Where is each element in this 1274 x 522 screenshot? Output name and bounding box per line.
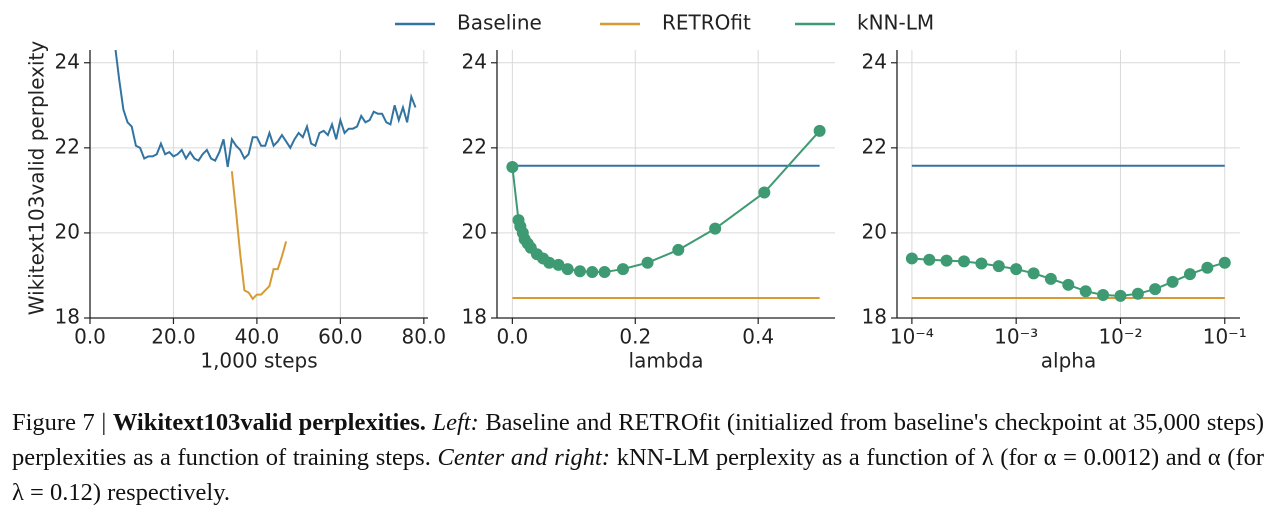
- legend-label: kNN-LM: [857, 11, 934, 35]
- data-point: [561, 263, 574, 276]
- y-tick-label: 18: [862, 305, 887, 329]
- x-tick-label: 10⁻⁴: [890, 325, 934, 349]
- data-point: [1062, 278, 1075, 291]
- subplot: 18 20 22 24 0.0 20.0 40.0 60.0 80.0 1,000 steps Wi…: [25, 41, 447, 373]
- y-tick-label: 22: [55, 134, 80, 158]
- data-point: [1183, 268, 1196, 281]
- x-tick-label: 20.0: [151, 325, 196, 349]
- y-tick-label: 18: [462, 305, 487, 329]
- y-tick-label: 18: [55, 305, 80, 329]
- caption-right-label: Center and right:: [437, 444, 611, 471]
- data-point: [1166, 275, 1179, 288]
- y-tick-label: 20: [462, 219, 487, 243]
- x-tick-label: 0.0: [74, 325, 106, 349]
- data-point: [923, 253, 936, 266]
- caption: Figure 7 | Wikitext103valid perplexities…: [12, 405, 1264, 510]
- data-point: [573, 265, 586, 278]
- data-point: [1218, 256, 1231, 269]
- data-point: [1027, 267, 1040, 280]
- data-point: [543, 256, 556, 269]
- y-tick-label: 22: [862, 134, 887, 158]
- x-tick-label: 60.0: [318, 325, 363, 349]
- y-tick-label: 22: [462, 134, 487, 158]
- x-tick-label: 10⁻¹: [1203, 325, 1247, 349]
- y-tick-label: 24: [462, 49, 487, 73]
- data-point: [1097, 289, 1110, 302]
- data-point: [940, 254, 953, 267]
- data-point: [586, 266, 599, 279]
- x-axis-label: 1,000 steps: [200, 349, 317, 373]
- data-point: [758, 186, 771, 199]
- series-line: [114, 50, 417, 168]
- x-tick-label: 0.2: [619, 325, 651, 349]
- data-point: [1131, 287, 1144, 300]
- data-point: [1201, 261, 1214, 274]
- data-point: [1079, 285, 1092, 298]
- subplot: 18 20 22 24 10⁻⁴ 10⁻³ 10⁻² 10⁻¹ alpha: [862, 49, 1247, 372]
- y-tick-label: 20: [55, 219, 80, 243]
- series-line: [511, 130, 821, 274]
- data-point: [506, 160, 519, 173]
- x-tick-label: 10⁻³: [994, 325, 1038, 349]
- x-tick-label: 0.4: [742, 325, 774, 349]
- caption-text: kNN-LM perplexity as a function of λ (fo…: [12, 444, 1265, 506]
- data-point: [552, 258, 565, 271]
- caption-left-label: Left:: [432, 409, 479, 436]
- data-point: [1149, 283, 1162, 296]
- data-point: [709, 222, 722, 235]
- x-axis-label: lambda: [629, 349, 704, 373]
- data-point: [672, 243, 685, 256]
- x-tick-label: 80.0: [402, 325, 447, 349]
- y-axis-label: Wikitext103valid perplexity: [25, 41, 49, 316]
- data-point: [641, 256, 654, 269]
- y-tick-label: 24: [862, 49, 887, 73]
- caption-text: Baseline and RETROfit (initialized from …: [12, 409, 1265, 471]
- data-point: [598, 266, 611, 279]
- data-point: [992, 260, 1005, 273]
- figure: Baseline RETROfit kNN-LM 18 20 22 24 0.0 20.0 40.…: [25, 11, 1247, 373]
- legend-label: RETROfit: [662, 11, 751, 35]
- caption-label: Figure 7 |: [12, 409, 107, 436]
- x-tick-label: 40.0: [235, 325, 280, 349]
- legend-label: Baseline: [457, 11, 542, 35]
- y-tick-label: 20: [862, 219, 887, 243]
- data-point: [1114, 289, 1127, 302]
- data-point: [975, 257, 988, 270]
- data-point: [1010, 263, 1023, 276]
- x-tick-label: 0.0: [496, 325, 528, 349]
- y-tick-label: 24: [55, 49, 80, 73]
- x-tick-label: 10⁻²: [1098, 325, 1142, 349]
- data-point: [905, 252, 918, 265]
- data-point: [957, 255, 970, 268]
- data-point: [1044, 272, 1057, 285]
- x-axis-label: alpha: [1041, 349, 1096, 373]
- series-line: [230, 171, 288, 301]
- subplot: 18 20 22 24 0.0 0.2 0.4 lambda: [462, 49, 835, 373]
- data-point: [813, 124, 826, 137]
- caption-title: Wikitext103valid perplexities.: [112, 409, 426, 436]
- data-point: [616, 263, 629, 276]
